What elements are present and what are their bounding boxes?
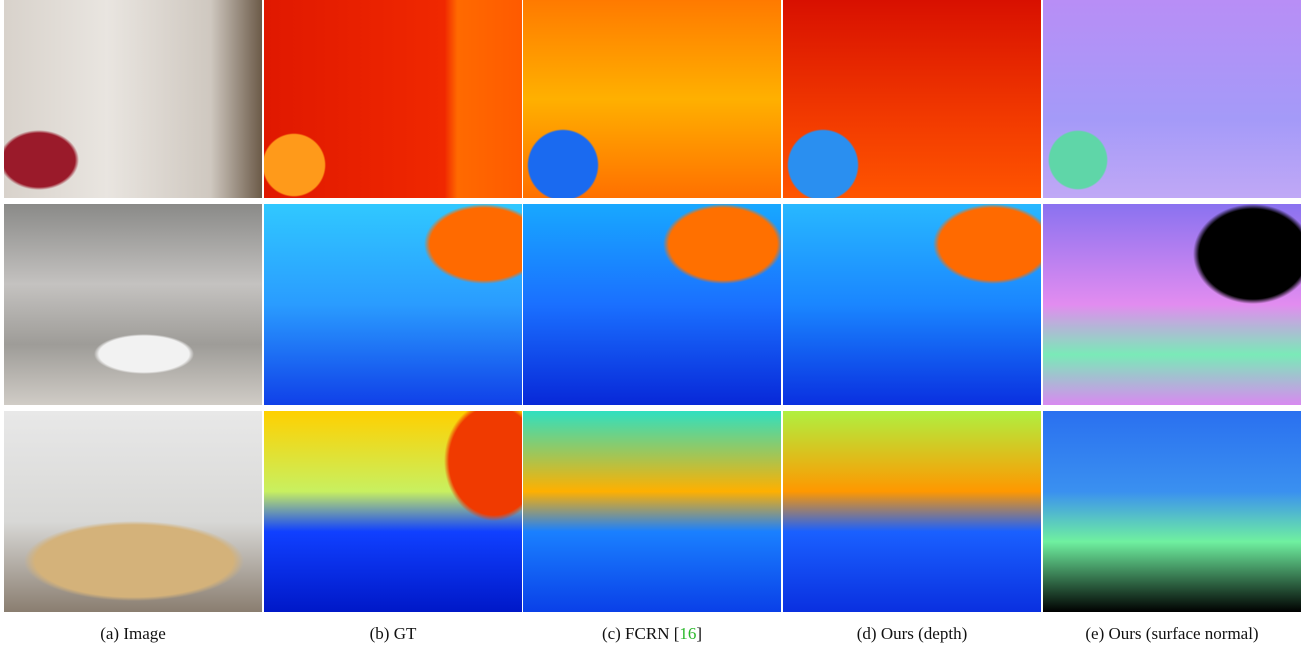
image (4, 204, 262, 405)
image (4, 0, 262, 198)
ours-depth (783, 204, 1041, 405)
caption: (c) FCRN [16] (523, 624, 781, 644)
caption: (b) GT (264, 624, 522, 644)
caption-text: ] (696, 624, 702, 643)
fcrn-depth (523, 204, 781, 405)
ours-depth (783, 0, 1041, 198)
caption: (e) Ours (surface normal) (1043, 624, 1301, 644)
ours-normal (1043, 0, 1301, 198)
ours-normal (1043, 204, 1301, 405)
image (4, 411, 262, 612)
gt-depth (264, 204, 522, 405)
ours-normal (1043, 411, 1301, 612)
ours-depth (783, 411, 1041, 612)
figure: (a) Image (b) GT (c) FCRN [16] (d) Ours … (0, 0, 1304, 650)
caption: (d) Ours (depth) (783, 624, 1041, 644)
citation[interactable]: 16 (679, 624, 696, 643)
fcrn-depth (523, 0, 781, 198)
gt-depth (264, 0, 522, 198)
caption-text: (c) FCRN [ (602, 624, 679, 643)
gt-depth (264, 411, 522, 612)
fcrn-depth (523, 411, 781, 612)
caption: (a) Image (4, 624, 262, 644)
